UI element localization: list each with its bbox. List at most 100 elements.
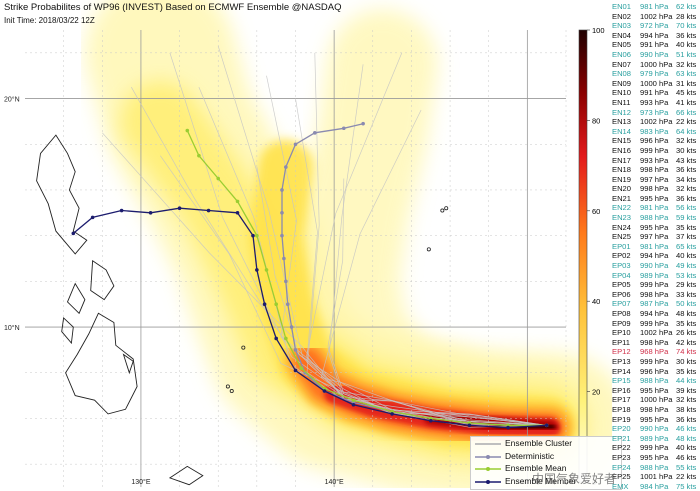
ensemble-member-track-point: [255, 268, 259, 272]
ensemble-row: EP25 1001 hPa 22 kts: [612, 472, 700, 482]
member-wind: 40 kts: [676, 251, 697, 261]
islet: [225, 384, 230, 389]
member-id: EN07: [612, 59, 631, 69]
ensemble-row: EN23 988 hPa 59 kts: [612, 213, 700, 223]
chart-subtitle: Init Time: 2018/03/22 12Z: [4, 16, 95, 25]
coastline: [65, 312, 138, 415]
ensemble-mean-track-line: [186, 130, 547, 426]
member-wind: 55 kts: [676, 462, 697, 472]
member-wind: 35 kts: [676, 222, 697, 232]
deterministic-track-point: [361, 121, 365, 126]
member-wind: 28 kts: [676, 11, 697, 21]
ensemble-row: EP22 999 hPa 40 kts: [612, 443, 700, 453]
member-pressure: 998 hPa: [640, 184, 669, 194]
ensemble-row: EP09 999 hPa 35 kts: [612, 319, 700, 329]
chart-title: Strike Probabilites of WP96 (INVEST) Bas…: [4, 2, 342, 13]
colorbar-tick-label: 80: [592, 116, 600, 125]
member-pressure: 1002 hPa: [640, 117, 673, 127]
colorbar-gradient: [578, 29, 588, 483]
member-pressure: 999 hPa: [640, 280, 669, 290]
ensemble-mean-track-point: [274, 302, 278, 307]
ensemble-row: EN18 998 hPa 36 kts: [612, 165, 700, 175]
member-wind: 22 kts: [676, 117, 697, 127]
member-id: EN08: [612, 69, 631, 79]
cluster-track: [130, 86, 547, 426]
member-pressure: 995 hPa: [640, 222, 669, 232]
member-wind: 34 kts: [676, 174, 697, 184]
deterministic-track-point: [293, 348, 298, 352]
member-pressure: 991 hPa: [640, 40, 669, 50]
y-tick-label: 20°N: [4, 96, 20, 104]
ensemble-row: EP20 990 hPa 46 kts: [612, 424, 700, 434]
member-pressure: 990 hPa: [640, 49, 669, 59]
member-id: EP07: [612, 299, 631, 309]
ensemble-row: EP02 994 hPa 40 kts: [612, 251, 700, 261]
member-wind: 63 kts: [676, 69, 697, 79]
member-wind: 36 kts: [676, 193, 697, 203]
member-id: EN24: [612, 222, 631, 232]
deterministic-track-point: [293, 142, 298, 147]
member-pressure: 996 hPa: [640, 366, 669, 376]
ensemble-member-track-point: [71, 231, 76, 236]
ensemble-row: EP06 998 hPa 33 kts: [612, 290, 700, 300]
ensemble-member-track-point: [293, 368, 298, 373]
ensemble-row: EN24 995 hPa 35 kts: [612, 223, 700, 233]
islet: [241, 345, 246, 350]
ensemble-member-track-point: [351, 402, 356, 407]
ensemble-mean-track-point: [216, 176, 221, 181]
ensemble-row: EN01 981 hPa 62 kts: [612, 2, 700, 12]
member-wind: 74 kts: [676, 347, 697, 357]
member-wind: 70 kts: [676, 21, 697, 31]
member-wind: 48 kts: [676, 309, 697, 318]
member-pressure: 988 hPa: [640, 462, 669, 472]
member-pressure: 991 hPa: [640, 88, 669, 98]
coastline: [168, 465, 204, 486]
ensemble-member-track-point: [262, 302, 267, 307]
member-pressure: 996 hPa: [640, 136, 669, 146]
islet: [440, 208, 445, 213]
ensemble-row: EP21 989 hPa 48 kts: [612, 434, 700, 444]
member-wind: 32 kts: [676, 395, 697, 405]
deterministic-track-point: [280, 211, 284, 215]
ensemble-row: EP19 995 hPa 36 kts: [612, 415, 700, 425]
member-pressure: 995 hPa: [640, 452, 669, 462]
member-pressure: 995 hPa: [640, 385, 669, 395]
ensemble-mean-track-point: [185, 128, 190, 133]
member-pressure: 997 hPa: [640, 174, 669, 184]
ensemble-member-track-point: [90, 215, 95, 220]
member-id: EN04: [612, 30, 631, 40]
ensemble-member-track-point: [467, 423, 472, 428]
member-pressure: 994 hPa: [640, 309, 669, 318]
member-id: EMX: [612, 481, 629, 491]
member-wind: 43 kts: [676, 155, 697, 165]
ensemble-row: EP10 1002 hPa 26 kts: [612, 328, 700, 338]
member-id: EP12: [612, 347, 631, 357]
colorbar-tick-label: 60: [592, 207, 600, 216]
member-pressure: 999 hPa: [640, 318, 669, 328]
member-pressure: 1000 hPa: [640, 59, 673, 69]
member-id: EN06: [612, 49, 631, 59]
member-id: EN16: [612, 145, 631, 155]
member-pressure: 994 hPa: [640, 251, 669, 261]
ensemble-row: EP23 995 hPa 46 kts: [612, 453, 700, 463]
cluster-track: [327, 178, 547, 428]
member-wind: 46 kts: [676, 452, 697, 462]
deterministic-track-point: [280, 233, 284, 238]
member-wind: 66 kts: [676, 107, 697, 117]
islet: [444, 206, 449, 211]
member-id: EP22: [612, 443, 631, 453]
member-id: EN01: [612, 2, 631, 11]
coastline: [90, 259, 115, 301]
ensemble-row: EN05 991 hPa 40 kts: [612, 40, 700, 50]
ensemble-row: EN21 995 hPa 36 kts: [612, 194, 700, 204]
member-id: EN25: [612, 232, 631, 242]
ensemble-row: EN04 994 hPa 36 kts: [612, 31, 700, 41]
member-wind: 29 kts: [676, 280, 697, 290]
member-wind: 37 kts: [676, 232, 697, 242]
deterministic-track-point: [280, 188, 284, 192]
watermark: 中国气象爱好者: [532, 472, 617, 486]
member-id: EP10: [612, 328, 631, 338]
member-id: EN13: [612, 117, 631, 127]
ensemble-row: EN02 1002 hPa 28 kts: [612, 12, 700, 22]
legend-label: Ensemble Cluster: [505, 438, 573, 448]
